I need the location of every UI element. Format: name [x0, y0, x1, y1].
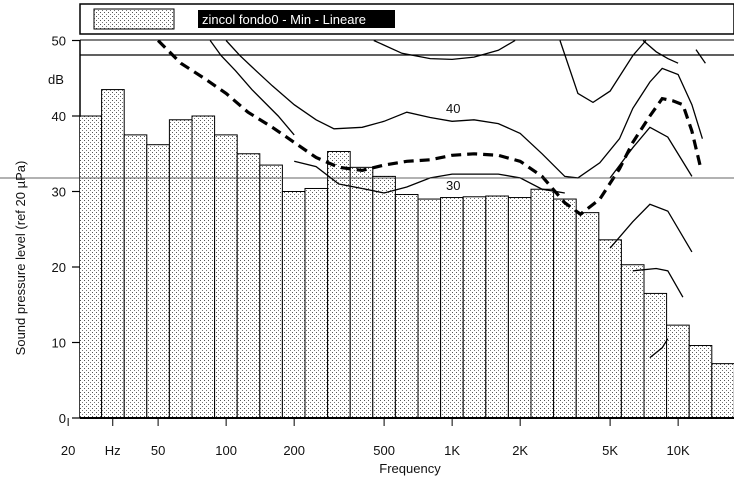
bar [688, 345, 713, 418]
y-tick-label: 10 [52, 336, 66, 351]
bar [620, 264, 645, 418]
x-tick-label: 10K [667, 443, 690, 458]
contour-line [632, 267, 684, 298]
x-tick-label: 5K [602, 443, 618, 458]
legend-swatch [93, 8, 175, 30]
bar [417, 198, 442, 418]
y-tick-label: 20 [52, 260, 66, 275]
bar [598, 239, 622, 418]
contour-line [609, 126, 693, 179]
contour-line [649, 338, 669, 359]
contour-label: 30 [446, 178, 460, 193]
bar [394, 194, 419, 418]
bar [372, 175, 396, 418]
threshold-dashed-curve [156, 40, 702, 217]
legend: zincol fondo0 - Min - Lineare [79, 3, 734, 35]
contour-line [294, 160, 363, 190]
contour-line [609, 203, 693, 253]
bar [440, 197, 464, 418]
contour-line [209, 40, 295, 136]
bar [507, 197, 532, 418]
x-tick-label: 1K [444, 443, 460, 458]
bar [643, 292, 668, 418]
contour-label: 40 [446, 101, 460, 116]
bar [327, 150, 351, 418]
bar [123, 134, 148, 418]
bar [236, 153, 261, 418]
x-tick-label: 20 [61, 443, 75, 458]
contour-line [225, 40, 704, 179]
bar [711, 363, 734, 418]
bar [530, 188, 555, 418]
bar [666, 324, 690, 418]
y-unit-label: dB [48, 72, 64, 87]
bar [214, 134, 238, 418]
bar [191, 115, 216, 418]
bar [304, 187, 329, 418]
x-tick-label: 2K [512, 443, 528, 458]
bar [281, 191, 306, 418]
x-tick-label: 500 [373, 443, 395, 458]
x-axis-title: Frequency [379, 461, 441, 476]
x-tick-label: 200 [283, 443, 305, 458]
bar [485, 195, 509, 418]
contour-line [695, 49, 706, 64]
contour-line [559, 40, 647, 104]
bar [462, 196, 487, 418]
x-tick-label: 50 [151, 443, 165, 458]
bar [168, 119, 193, 418]
bar [146, 144, 170, 418]
contour-line [373, 40, 516, 61]
y-tick-label: 50 [52, 34, 66, 49]
y-axis-title: Sound pressure level (ref 20 µPa) [13, 161, 28, 356]
bar [349, 166, 374, 418]
y-tick-label: 30 [52, 185, 66, 200]
bar [80, 115, 103, 418]
legend-label: zincol fondo0 - Min - Lineare [202, 12, 366, 27]
x-tick-label: 100 [215, 443, 237, 458]
bar [553, 198, 577, 418]
bar [101, 89, 125, 418]
contour-line [474, 173, 565, 194]
bar [259, 164, 283, 418]
bar [575, 212, 600, 418]
y-tick-label: 40 [52, 109, 66, 124]
x-tick-label: Hz [105, 443, 121, 458]
contour-line [362, 173, 474, 194]
contour-line [642, 40, 679, 64]
y-tick-label: 0 [59, 411, 66, 426]
